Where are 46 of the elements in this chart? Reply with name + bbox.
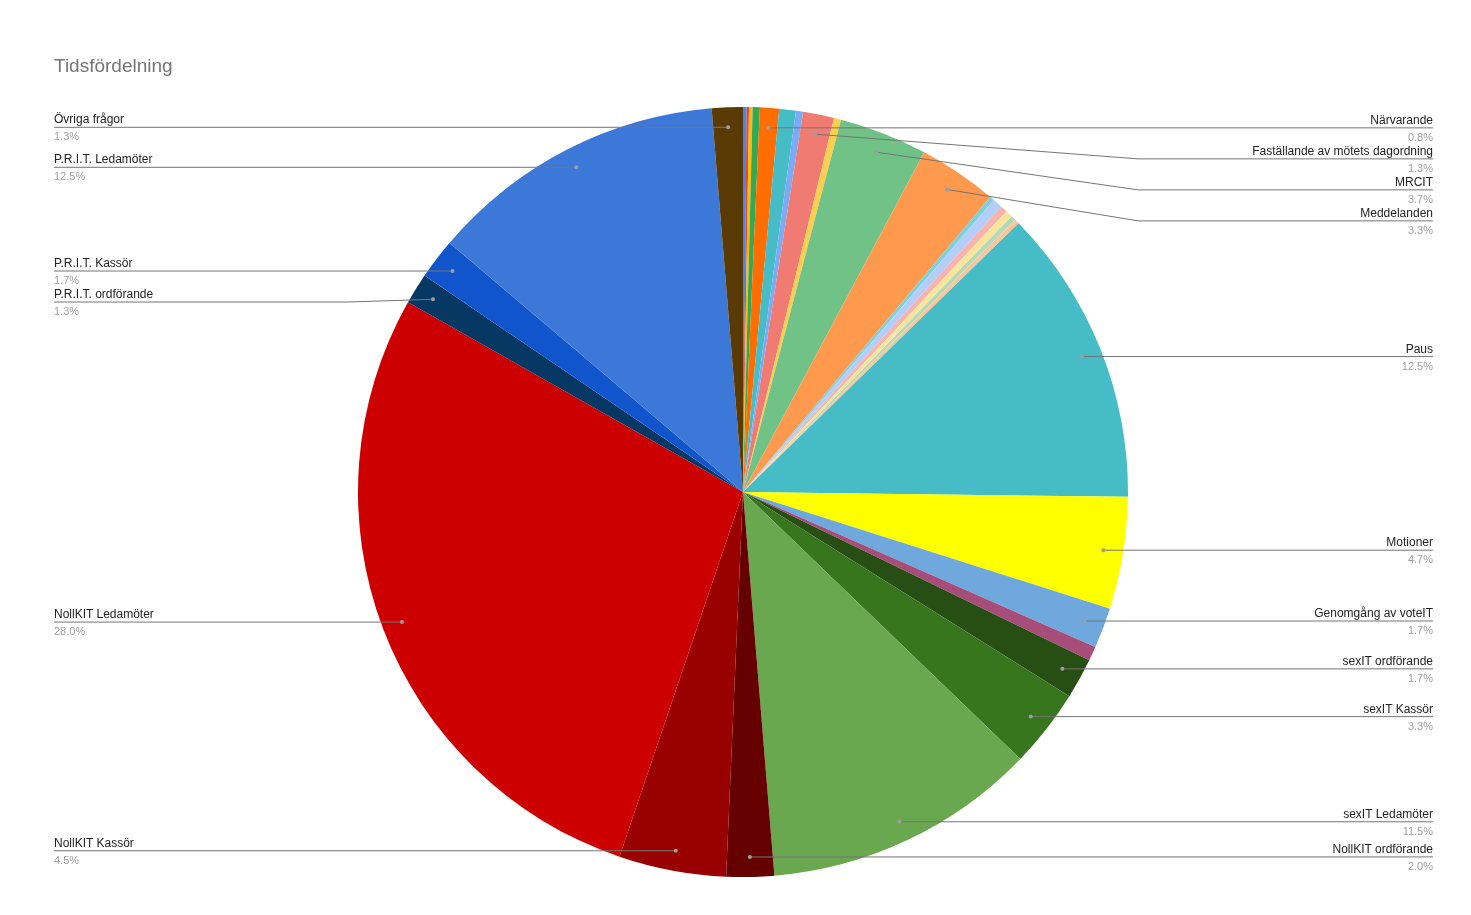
pie-slice [358,302,743,857]
pie-slice [743,492,1021,876]
slice-label: NollKIT ordförande [1332,841,1434,856]
pie-slice [743,492,1070,760]
data-label: 4.5% [54,853,80,866]
data-label: 12.5% [1401,359,1434,372]
chart-title: Tidsfördelning [54,55,173,76]
data-label: 1.7% [1407,671,1434,684]
slice-label: Genomgång av voteIT [1314,606,1434,621]
slice-label: Meddelanden [1360,205,1433,220]
slice-label: Motioner [1386,535,1433,550]
data-label: 3.3% [1407,223,1434,236]
slice-label: Närvarande [1370,112,1434,127]
data-label: 2.0% [1407,859,1434,872]
slice-label: Paus [1405,341,1433,356]
pie-slice [743,492,1128,609]
slice-label: NollKIT Kassör [54,835,134,850]
pie-slice [743,223,1128,497]
slice-label: MRCIT [1395,174,1434,189]
slice-label: NollKIT Ledamöter [54,607,154,622]
data-label: 11.5% [1402,824,1434,837]
pie-slice [407,275,743,492]
data-label: 1.7% [54,274,80,287]
slice-label: sexIT ordförande [1342,653,1434,668]
data-label: 28.0% [54,625,86,638]
data-label: 12.5% [54,170,86,183]
slice-label: Övriga frågor [54,112,125,127]
pie-slice [743,492,1090,697]
slice-label: P.R.I.T. ordförande [54,287,154,302]
slice-label: sexIT Kassör [1363,701,1433,716]
pie-slice [743,119,925,492]
slice-label: Faställande av mötets dagordning [1252,143,1433,158]
slice-label: sexIT Ledamöter [1343,806,1433,821]
slice-label: P.R.I.T. Kassör [54,256,133,271]
data-label: 0.8% [1407,130,1434,143]
data-label: 1.3% [1407,161,1434,174]
pie-slice [619,492,743,877]
pie-slice [424,242,743,492]
data-label: 3.3% [1407,719,1434,732]
slice-label: P.R.I.T. Ledamöter [54,152,153,167]
data-label: 3.7% [1407,192,1434,205]
data-label: 1.7% [1407,624,1434,637]
data-label: 4.7% [1407,553,1434,566]
data-label: 1.3% [54,130,80,143]
data-label: 1.3% [54,305,80,318]
pie-slice [449,108,743,492]
